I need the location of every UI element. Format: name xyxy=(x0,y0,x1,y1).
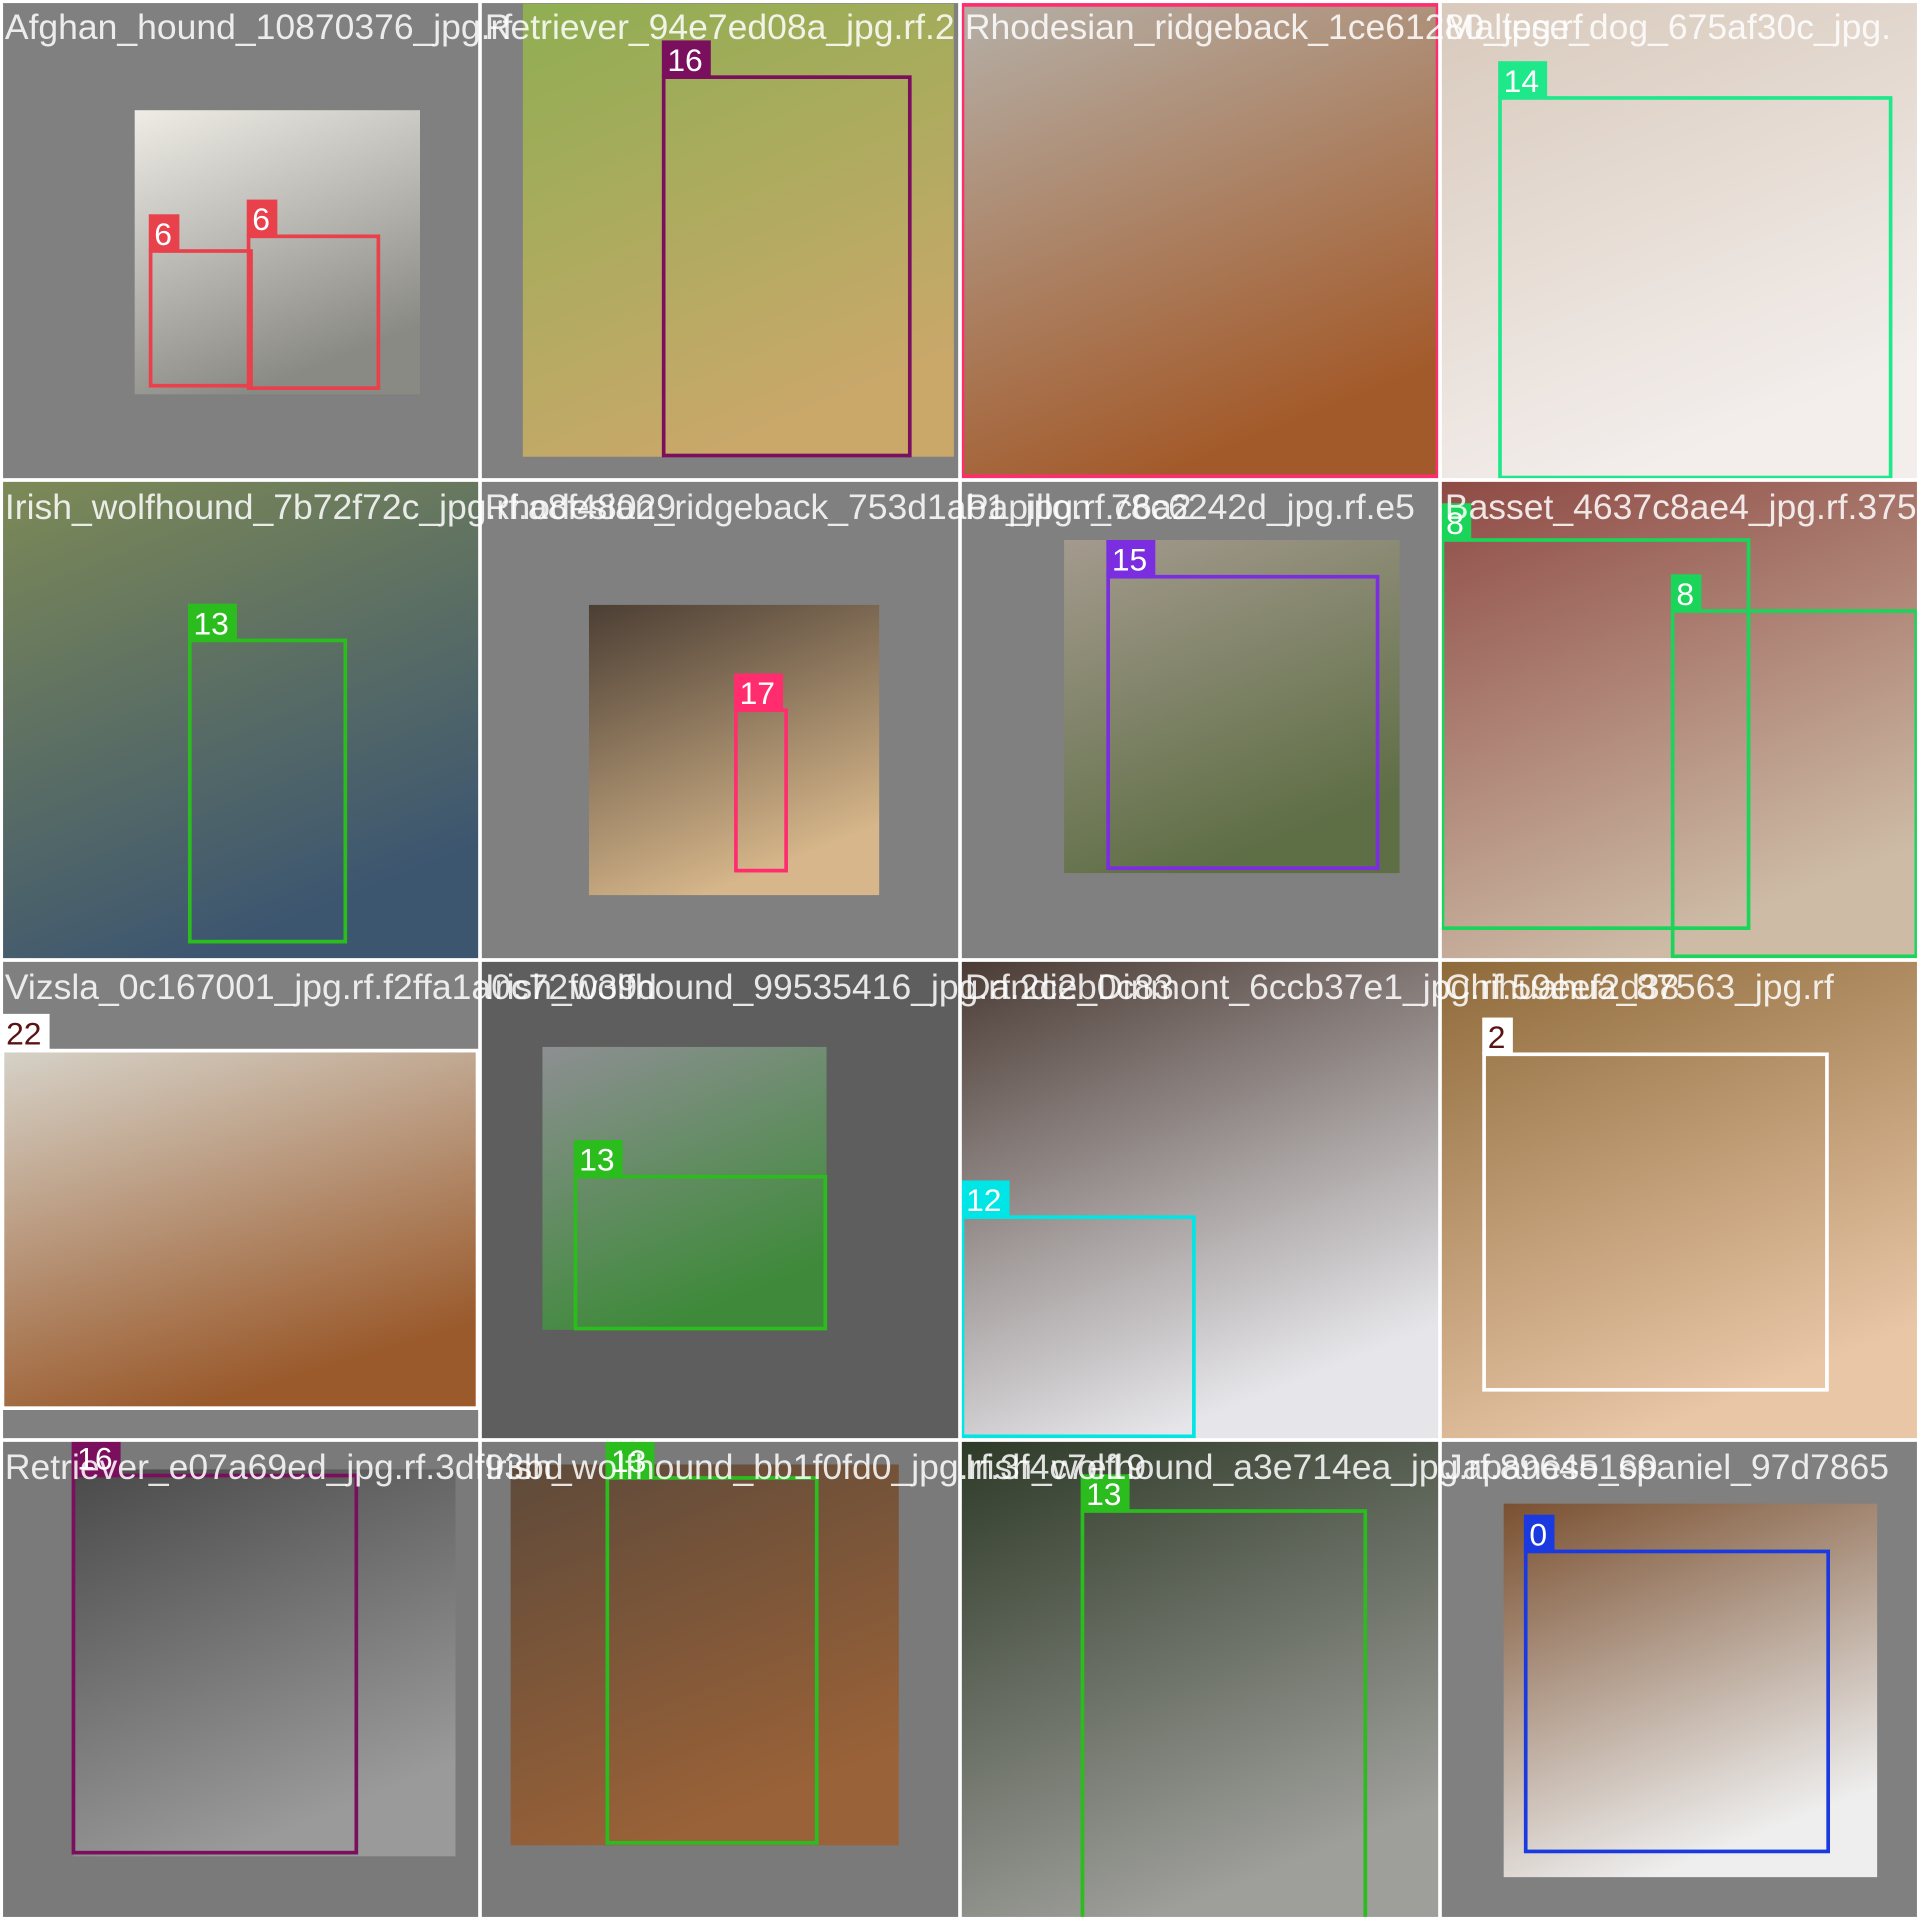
photo xyxy=(522,3,954,457)
photo xyxy=(1440,960,1920,1440)
class-label-bg xyxy=(661,40,711,78)
filename: Rhodesian_ridgeback_753d1ab1_jpg.rf.c6a2 xyxy=(485,487,1192,527)
filename: Retriever_94e7ed08a_jpg.rf.2 xyxy=(485,7,955,47)
bounding-box xyxy=(1482,1052,1829,1392)
class-label: 16 xyxy=(77,1440,112,1476)
class-label: 8 xyxy=(1446,505,1464,541)
filename: Dandie_Dinmont_6ccb37e1_jpg.rf.59eef2d38 xyxy=(965,967,1679,1007)
class-label-bg xyxy=(1498,61,1548,98)
class-label: 13 xyxy=(193,605,228,641)
class-label-bg xyxy=(605,1441,655,1478)
photo xyxy=(542,1046,827,1330)
bounding-box xyxy=(187,638,348,944)
bounding-box xyxy=(960,3,1440,479)
class-label: 12 xyxy=(966,1182,1001,1218)
class-label-bg xyxy=(148,214,180,252)
photo xyxy=(1503,1503,1878,1878)
class-label: 15 xyxy=(1112,542,1147,578)
class-label-bg xyxy=(1106,540,1156,577)
photo xyxy=(510,1464,899,1846)
class-label: 14 xyxy=(1504,63,1539,99)
bounding-box xyxy=(1080,1509,1368,1920)
photo xyxy=(2,1050,478,1409)
class-label-bg xyxy=(71,1438,121,1476)
photo xyxy=(960,960,1440,1440)
class-label: 6 xyxy=(252,201,270,237)
class-label: 13 xyxy=(611,1443,646,1479)
photo xyxy=(73,1469,456,1857)
filename: Basset_4637c8ae4_jpg.rf.375 xyxy=(1445,487,1917,527)
class-label-bg xyxy=(1670,574,1702,612)
bounding-box xyxy=(573,1174,828,1331)
class-label: 17 xyxy=(740,675,775,711)
class-label: 2 xyxy=(1488,1019,1506,1055)
bounding-box xyxy=(1670,609,1919,959)
filename: Retriever_e07a69ed_jpg.rf.3df93bd xyxy=(5,1447,564,1487)
class-label-bg xyxy=(246,199,278,237)
bounding-box xyxy=(1523,1549,1830,1854)
bounding-box xyxy=(605,1476,819,1845)
photo xyxy=(0,480,480,960)
class-label-bg xyxy=(1523,1514,1555,1552)
class-label-bg xyxy=(1440,503,1472,540)
bounding-box xyxy=(1498,96,1893,480)
class-label: 16 xyxy=(667,42,702,78)
bounding-box xyxy=(960,1215,1196,1439)
class-label-bg xyxy=(1482,1017,1513,1055)
class-label: 22 xyxy=(6,1015,41,1051)
filename: Rhodesian_ridgeback_1ce61280_jpg.rf xyxy=(965,7,1583,47)
class-label-bg xyxy=(0,1013,50,1051)
class-label-bg xyxy=(960,1180,1010,1218)
bounding-box xyxy=(1440,538,1751,930)
photo xyxy=(960,0,1440,480)
class-label-bg xyxy=(1080,1474,1130,1512)
filename: Irish_wolfhound_7b72f72c_jpg.rf.a8f48029 xyxy=(5,487,676,527)
bounding-box xyxy=(246,234,381,390)
class-label: 0 xyxy=(1529,1516,1547,1552)
bounding-box xyxy=(71,1473,359,1855)
filename: Chihuahua_87563_jpg.rf xyxy=(1445,967,1834,1007)
class-label: 13 xyxy=(579,1142,614,1178)
filename: Irish_wolfhound_a3e714ea_jpg.rf.89645169 xyxy=(965,1447,1658,1487)
filename: Japanese_spaniel_97d7865 xyxy=(1445,1447,1889,1487)
filename: Vizsla_0c167001_jpg.rf.f2ffa1a0c72f039d xyxy=(5,967,657,1007)
photo xyxy=(1064,540,1400,874)
class-label-bg xyxy=(734,673,784,711)
class-label: 6 xyxy=(154,216,172,252)
bounding-box xyxy=(148,249,253,388)
filename: Irish_wolfhound_bb1f0fd0_jpg.rf.3f4c7e19 xyxy=(485,1447,1146,1487)
class-label-bg xyxy=(573,1140,623,1177)
filename: Afghan_hound_10870376_jpg.rf xyxy=(5,7,512,47)
photo xyxy=(1440,480,1920,960)
class-label: 13 xyxy=(1086,1476,1121,1512)
filename: Papillon_78c6242d_jpg.rf.e5 xyxy=(965,487,1415,527)
class-label: 8 xyxy=(1676,576,1694,612)
filename: Irish_wolfhound_99535416_jpg.rf.2c2b0c83 xyxy=(485,967,1174,1007)
class-label-bg xyxy=(187,603,237,641)
photo xyxy=(960,1440,1440,1920)
filename: Maltese_dog_675af30c_jpg. xyxy=(1445,7,1891,47)
bounding-box xyxy=(661,75,912,458)
bounding-box xyxy=(1106,574,1380,870)
